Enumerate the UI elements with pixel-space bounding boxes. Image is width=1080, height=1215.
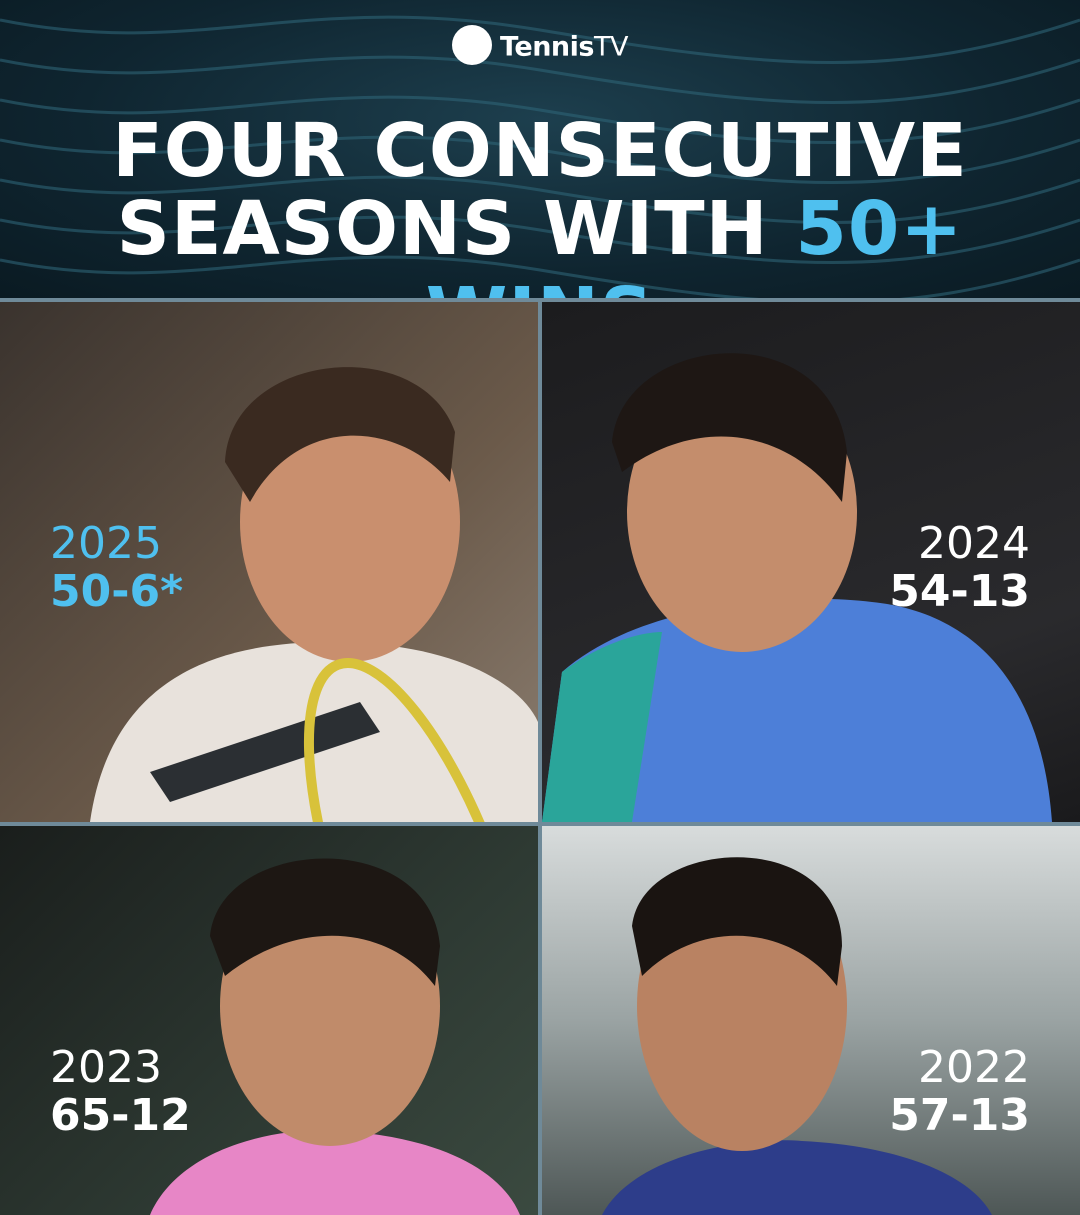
logo-icon xyxy=(452,25,493,65)
logo: TennisTV xyxy=(0,25,1080,68)
photo-panel: 2022 57-13 xyxy=(542,826,1080,1215)
year: 2022 xyxy=(918,1042,1030,1093)
record: 57-13 xyxy=(889,1090,1030,1141)
photo-panel: 2025 50-6* xyxy=(0,302,538,822)
year: 2023 xyxy=(50,1042,162,1093)
wave-pattern xyxy=(0,15,1080,298)
record: 65-12 xyxy=(50,1090,191,1141)
record: 54-13 xyxy=(889,566,1030,617)
player-photo xyxy=(150,858,520,1215)
title-text: SEASONS WITH xyxy=(116,186,769,272)
logo-suffix: TV xyxy=(593,31,628,63)
year: 2024 xyxy=(918,518,1030,569)
season-label: 2024 54-13 xyxy=(889,522,1030,614)
title-highlight: 50+ WINS xyxy=(426,186,964,298)
title-line: SEASONS WITH 50+ WINS xyxy=(0,186,1080,298)
header: TennisTV FOUR CONSECUTIVE SEASONS WITH 5… xyxy=(0,0,1080,298)
year: 2025 xyxy=(50,518,162,569)
logo-name: Tennis xyxy=(500,31,594,63)
player-photo xyxy=(542,353,1052,822)
record: 50-6* xyxy=(50,566,184,617)
season-label: 2023 65-12 xyxy=(50,1046,191,1138)
season-label: 2022 57-13 xyxy=(889,1046,1030,1138)
player-photo xyxy=(90,367,538,822)
photo-panel: 2024 54-13 xyxy=(542,302,1080,822)
season-label: 2025 50-6* xyxy=(50,522,183,614)
photo-panel: 2023 65-12 xyxy=(0,826,538,1215)
player-photo xyxy=(602,857,992,1215)
title-line: FOUR CONSECUTIVE xyxy=(112,108,968,194)
